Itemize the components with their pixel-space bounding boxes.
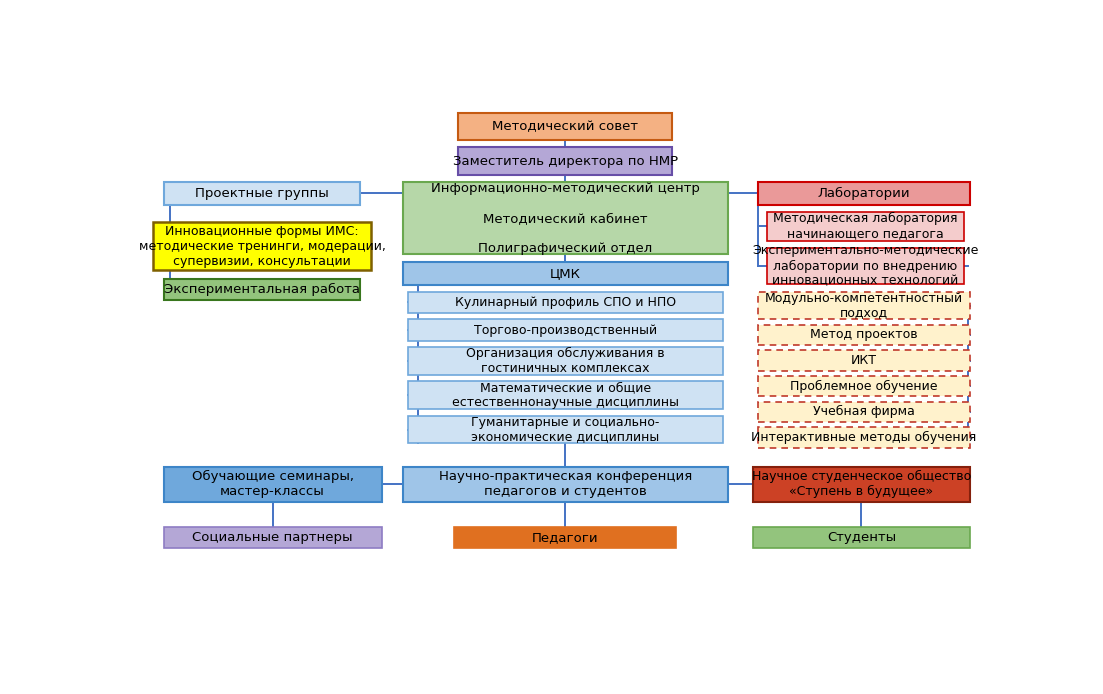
Text: Проблемное обучение: Проблемное обучение [790, 380, 938, 393]
FancyBboxPatch shape [408, 291, 722, 313]
FancyBboxPatch shape [163, 279, 360, 301]
FancyBboxPatch shape [408, 416, 722, 443]
Text: Информационно-методический центр

Методический кабинет

Полиграфический отдел: Информационно-методический центр Методич… [431, 182, 699, 255]
Text: Научное студенческое общество
«Ступень в будущее»: Научное студенческое общество «Ступень в… [752, 471, 971, 498]
Text: Инновационные формы ИМС:
методические тренинги, модерации,
супервизии, консульта: Инновационные формы ИМС: методические тр… [139, 225, 386, 268]
FancyBboxPatch shape [408, 319, 722, 341]
FancyBboxPatch shape [767, 248, 964, 285]
FancyBboxPatch shape [163, 467, 382, 502]
Text: Студенты: Студенты [827, 531, 896, 544]
Text: Научно-практическая конференция
педагогов и студентов: Научно-практическая конференция педагого… [439, 471, 692, 498]
FancyBboxPatch shape [753, 467, 970, 502]
Text: Методический совет: Методический совет [492, 120, 639, 133]
FancyBboxPatch shape [758, 182, 970, 205]
Text: Интерактивные методы обучения: Интерактивные методы обучения [751, 431, 976, 444]
Text: Организация обслуживания в
гостиничных комплексах: Организация обслуживания в гостиничных к… [465, 347, 665, 375]
Text: Торгово-производственный: Торгово-производственный [473, 323, 657, 337]
Text: Методическая лаборатория
начинающего педагога: Методическая лаборатория начинающего пед… [773, 212, 957, 240]
Text: ИКТ: ИКТ [850, 354, 877, 367]
Text: Метод проектов: Метод проектов [810, 328, 918, 341]
Text: Лаборатории: Лаборатории [817, 187, 910, 200]
Text: ЦМК: ЦМК [550, 267, 580, 280]
FancyBboxPatch shape [454, 527, 676, 548]
FancyBboxPatch shape [753, 527, 970, 548]
Text: Экспериментально-методические
лаборатории по внедрению
инновационных технологий: Экспериментально-методические лаборатори… [752, 244, 978, 287]
Text: Обучающие семинары,
мастер-классы: Обучающие семинары, мастер-классы [192, 471, 353, 498]
Text: Заместитель директора по НМР: Заместитель директора по НМР [452, 155, 678, 168]
FancyBboxPatch shape [459, 112, 672, 140]
FancyBboxPatch shape [403, 182, 728, 254]
FancyBboxPatch shape [758, 428, 970, 448]
FancyBboxPatch shape [153, 222, 372, 271]
Text: Учебная фирма: Учебная фирма [813, 405, 914, 418]
FancyBboxPatch shape [767, 212, 964, 241]
Text: Педагоги: Педагоги [532, 531, 599, 544]
FancyBboxPatch shape [163, 527, 382, 548]
FancyBboxPatch shape [403, 467, 728, 502]
FancyBboxPatch shape [408, 382, 722, 409]
FancyBboxPatch shape [758, 350, 970, 371]
FancyBboxPatch shape [163, 182, 360, 205]
FancyBboxPatch shape [758, 325, 970, 345]
Text: Математические и общие
естественнонаучные дисциплины: Математические и общие естественнонаучны… [452, 382, 678, 409]
Text: Социальные партнеры: Социальные партнеры [192, 531, 353, 544]
Text: Кулинарный профиль СПО и НПО: Кулинарный профиль СПО и НПО [454, 296, 676, 309]
Text: Экспериментальная работа: Экспериментальная работа [164, 283, 360, 296]
FancyBboxPatch shape [758, 376, 970, 396]
FancyBboxPatch shape [758, 291, 970, 319]
Text: Модульно-компетентностный
подход: Модульно-компетентностный подход [764, 291, 963, 319]
FancyBboxPatch shape [758, 402, 970, 422]
Text: Проектные группы: Проектные группы [195, 187, 329, 200]
FancyBboxPatch shape [403, 262, 728, 285]
Text: Гуманитарные и социально-
экономические дисциплины: Гуманитарные и социально- экономические … [471, 416, 660, 443]
FancyBboxPatch shape [408, 347, 722, 375]
FancyBboxPatch shape [459, 147, 672, 175]
